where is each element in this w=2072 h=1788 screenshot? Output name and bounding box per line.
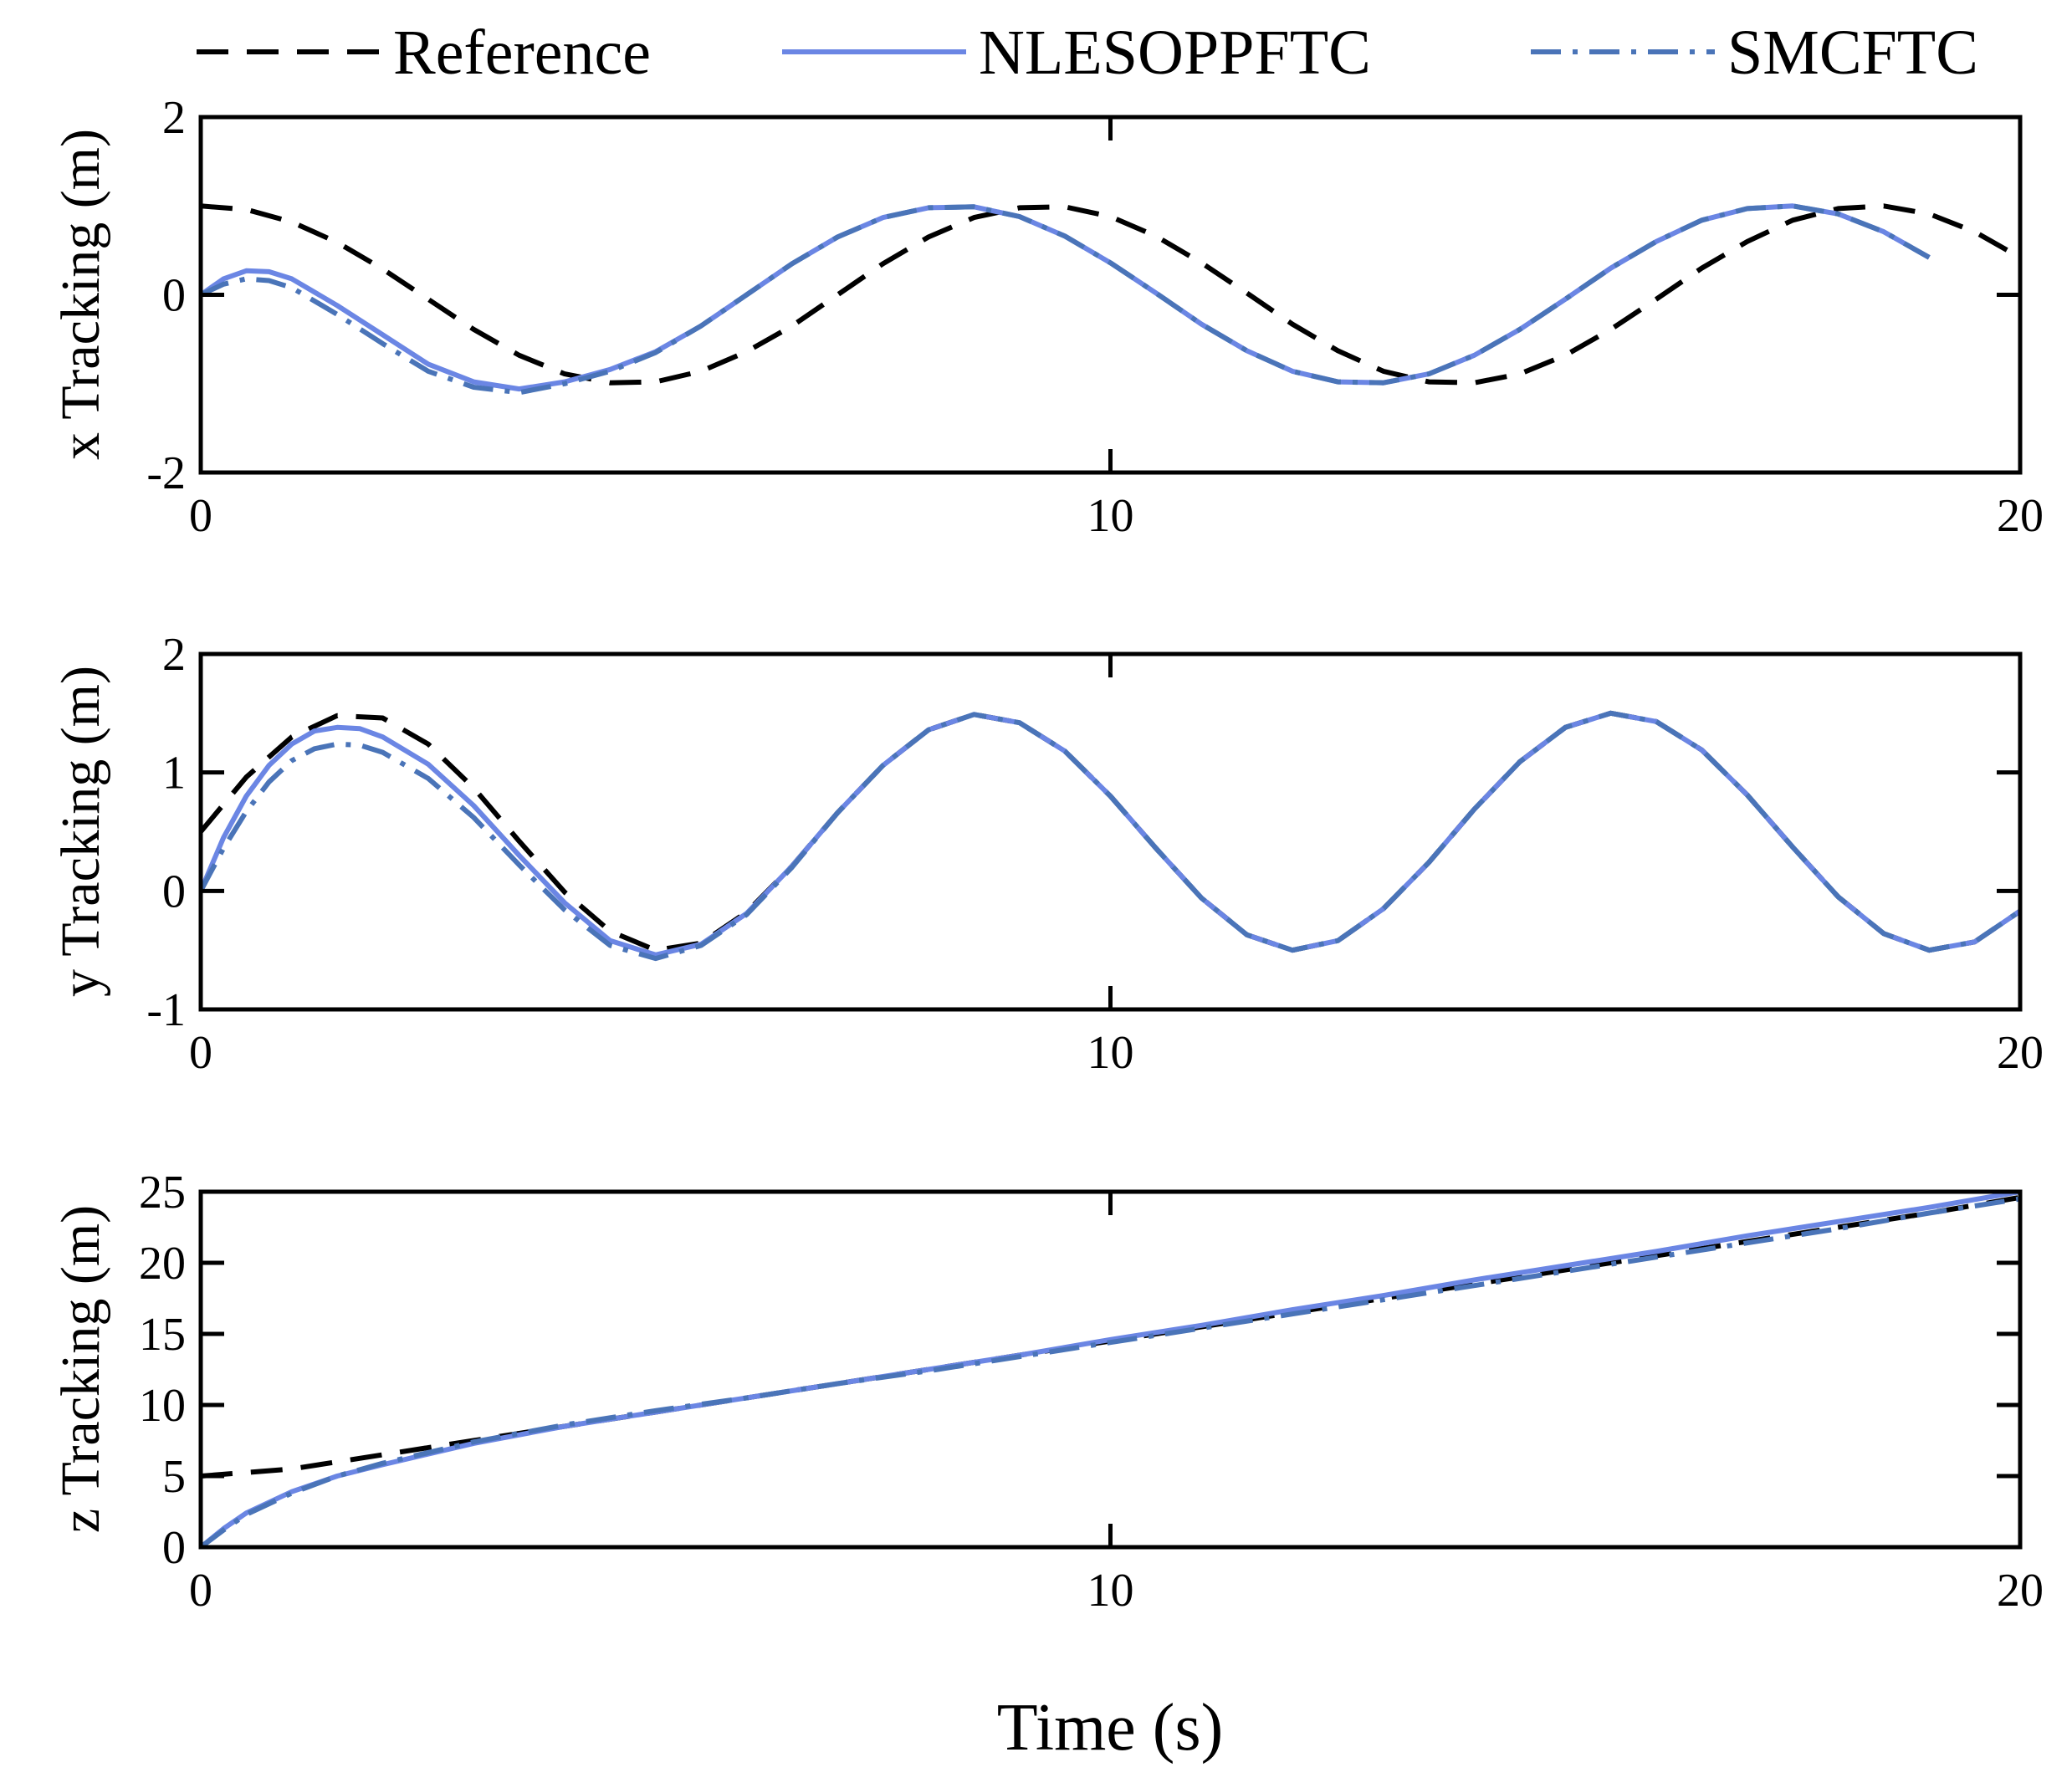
ylabel-y: y Tracking (m) xyxy=(50,666,111,997)
ytick-label-x-0: 0 xyxy=(162,270,186,322)
xtick-label-z-0: 0 xyxy=(189,1565,212,1617)
ytick-label-y-0: 0 xyxy=(162,866,186,917)
series-line-nlesoppftc-y xyxy=(201,710,2020,958)
plot-area-x xyxy=(201,203,2020,396)
axes-frame-y xyxy=(198,651,2023,1012)
ylabel-x: x Tracking (m) xyxy=(50,129,111,460)
series-line-nlesoppftc-x xyxy=(201,203,1931,392)
xtick-label-y-0: 0 xyxy=(189,1027,212,1079)
subplot-z: z Tracking (m) 0 10 20 0 5 10 15 20 25 xyxy=(50,1167,2044,1617)
xtick-label-x-0: 0 xyxy=(189,490,212,542)
legend: Reference NLESOPPFTC SMCFTC xyxy=(197,18,1978,88)
series-group-z xyxy=(201,1192,2020,1547)
ytick-label-y-2: 2 xyxy=(162,629,186,681)
xtick-label-z-20: 20 xyxy=(1997,1565,2044,1617)
xtick-label-y-10: 10 xyxy=(1087,1027,1134,1079)
series-line-reference-x xyxy=(201,203,2020,386)
plot-area-y xyxy=(201,710,2020,962)
series-line-smcftc-y xyxy=(201,710,2020,962)
subplot-x: x Tracking (m) 0 10 20-202 xyxy=(50,92,2044,542)
ylabel-z: z Tracking (m) xyxy=(50,1205,111,1533)
ytick-label-z-10: 10 xyxy=(139,1380,186,1432)
series-group-y xyxy=(201,710,2020,962)
legend-label-smcftc: SMCFTC xyxy=(1727,18,1978,88)
xtick-label-x-10: 10 xyxy=(1087,490,1134,542)
ytick-label-z-0: 0 xyxy=(162,1522,186,1574)
legend-label-reference: Reference xyxy=(393,18,651,88)
ytick-label-y--1: -1 xyxy=(146,984,186,1036)
ytick-label-y-1: 1 xyxy=(162,748,186,799)
ytick-label-z-5: 5 xyxy=(162,1451,186,1503)
series-line-smcftc-x xyxy=(201,203,1931,396)
ytick-label-x-2: 2 xyxy=(162,92,186,144)
xtick-label-y-20: 20 xyxy=(1997,1027,2044,1079)
ytick-label-x--2: -2 xyxy=(146,447,186,499)
series-group-x xyxy=(201,203,2020,396)
series-line-reference-y xyxy=(201,710,2020,953)
x-axis-label: Time (s) xyxy=(997,1691,1223,1765)
ytick-label-z-20: 20 xyxy=(139,1238,186,1290)
series-line-reference-z xyxy=(201,1194,2020,1479)
axes-frame-x xyxy=(198,115,2023,475)
xtick-label-z-10: 10 xyxy=(1087,1565,1134,1617)
plot-area-z xyxy=(201,1192,2020,1547)
ytick-label-z-25: 25 xyxy=(139,1167,186,1218)
ytick-label-z-15: 15 xyxy=(139,1309,186,1361)
series-line-smcftc-z xyxy=(201,1196,2020,1547)
legend-label-nlesoppftc: NLESOPPFTC xyxy=(979,18,1371,88)
xtick-label-x-20: 20 xyxy=(1997,490,2044,542)
